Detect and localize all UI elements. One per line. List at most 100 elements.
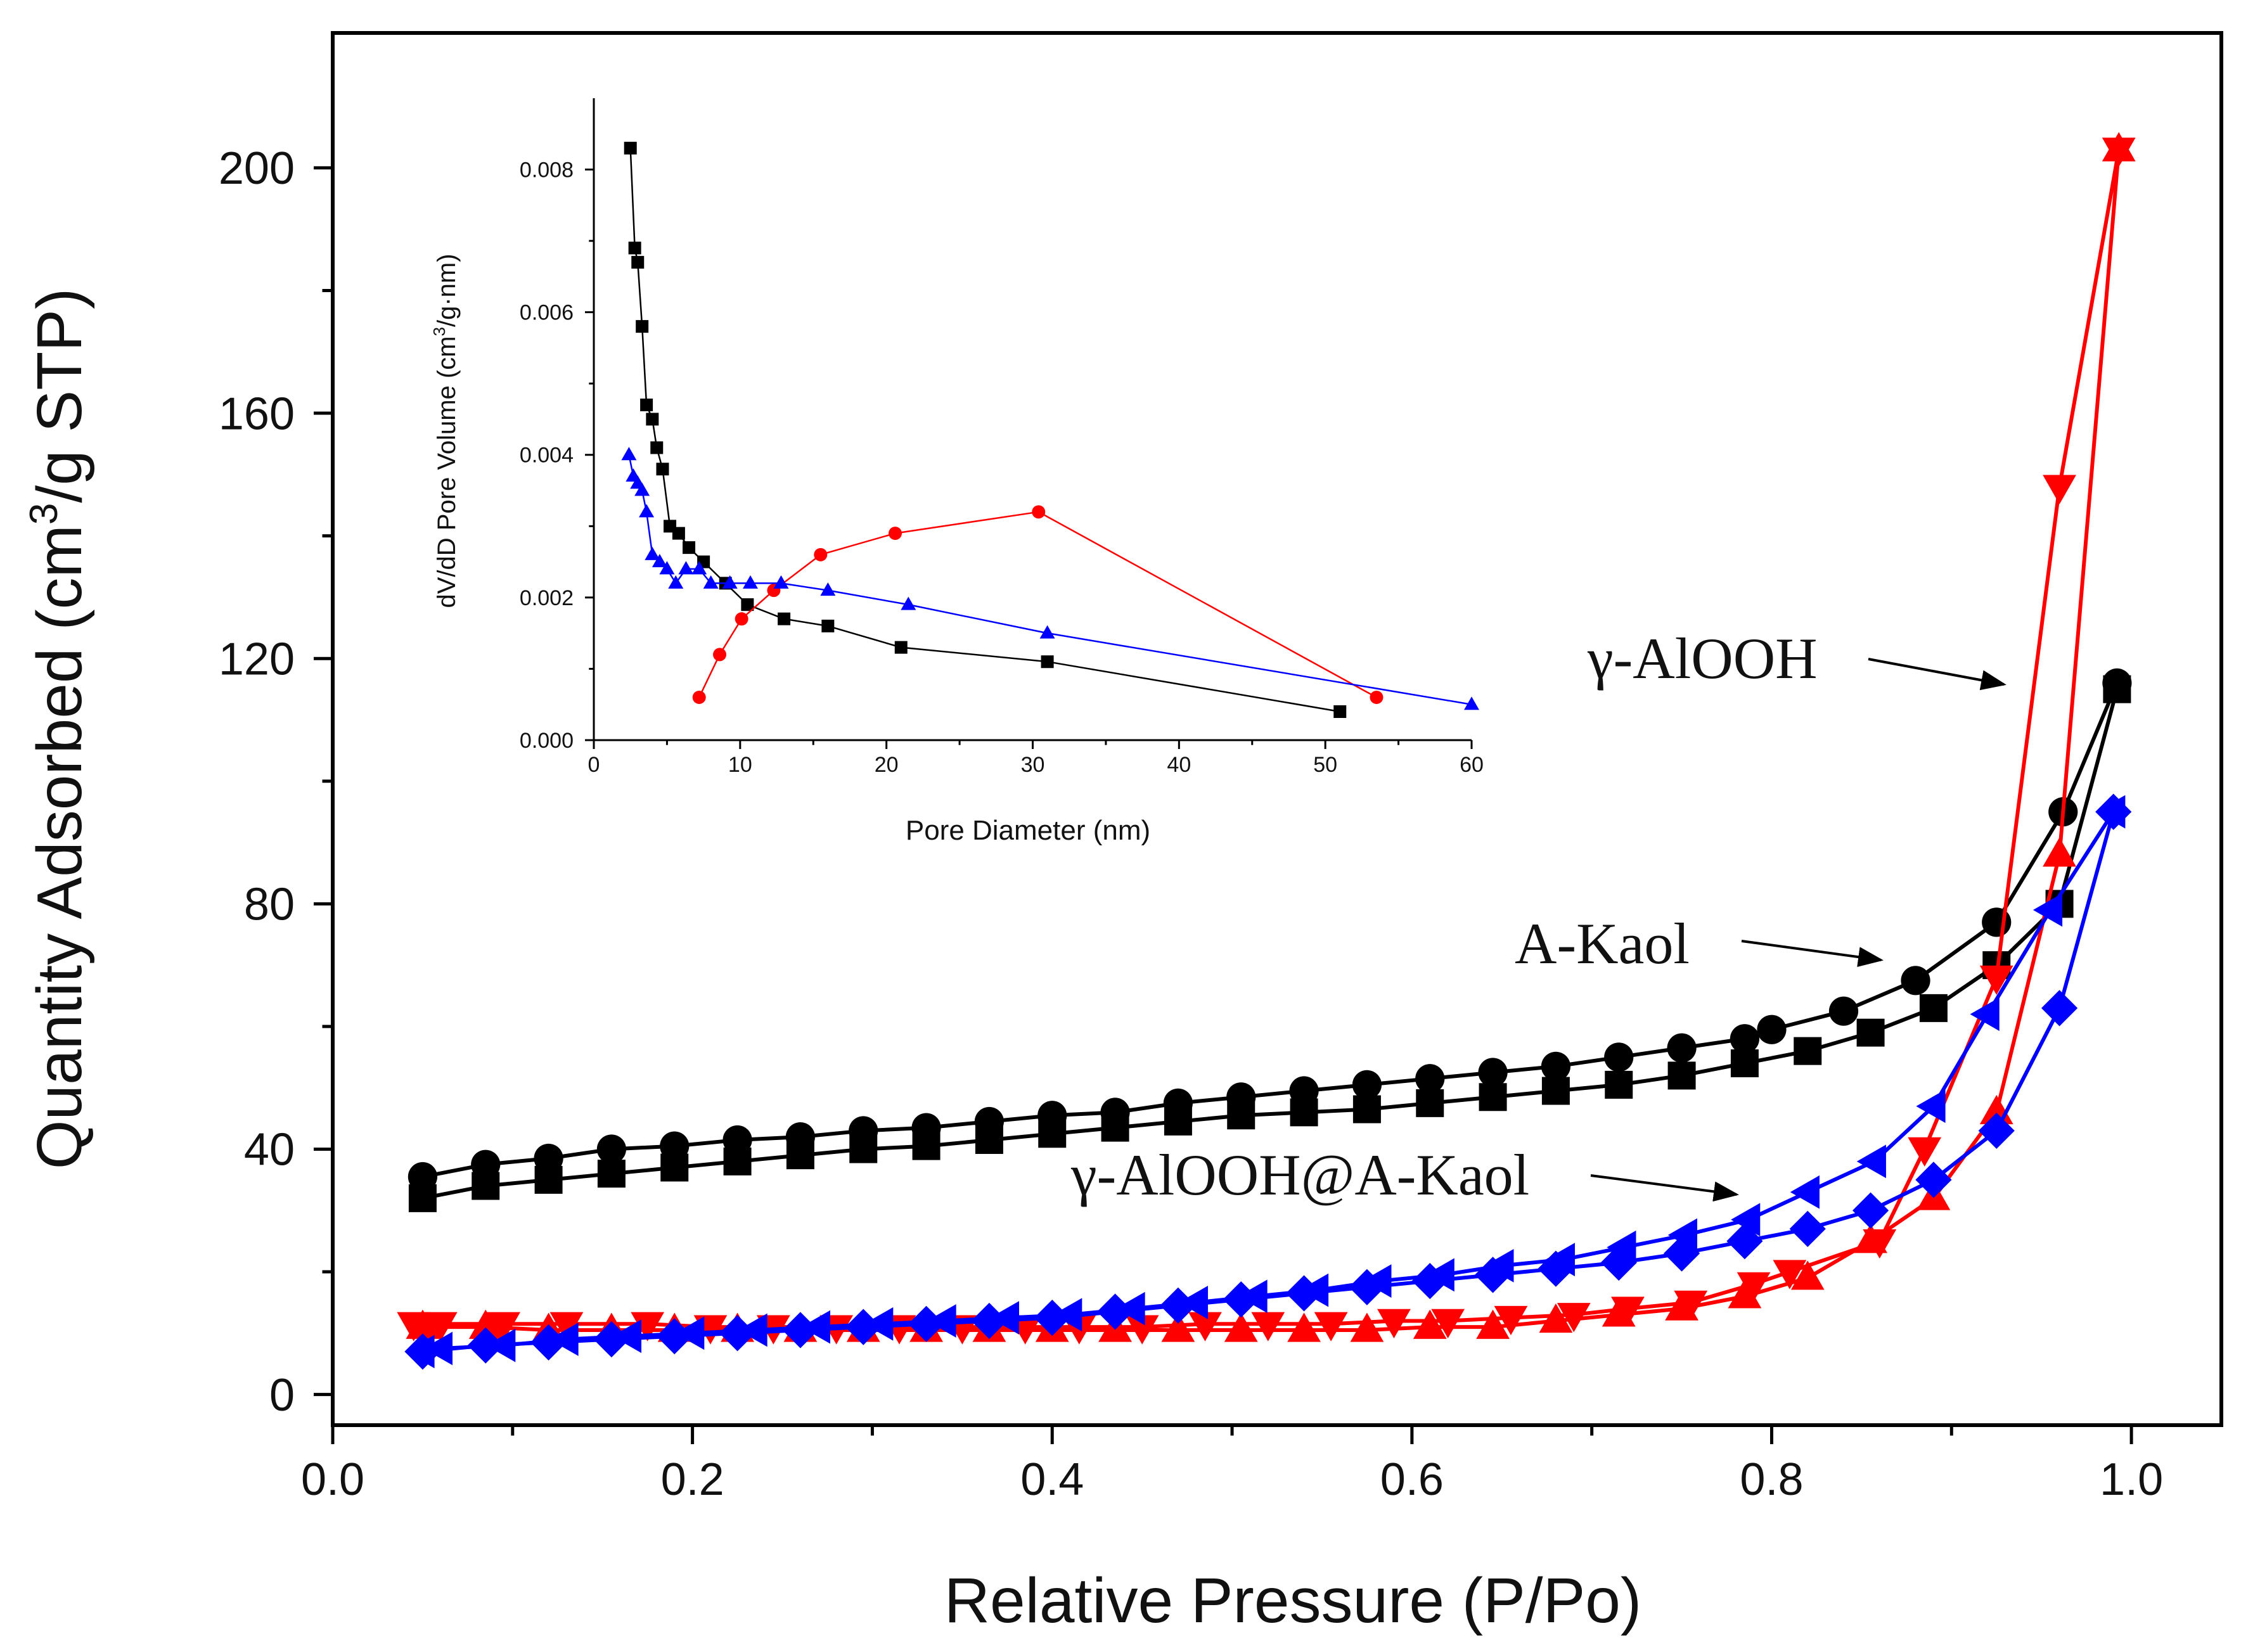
inset-point-gamma-alooh-at-a-kaol (621, 447, 637, 461)
main-point-gamma-alooh-desorption (2043, 475, 2076, 504)
main-x-tick-label: 0.6 (1380, 1454, 1444, 1505)
main-point-gamma-alooh-adsorption (1476, 1309, 1510, 1339)
inset-x-tick-label: 60 (1460, 753, 1484, 777)
main-point-a-kaol-adsorption (1541, 1077, 1570, 1105)
main-point-gamma-alooh-at-a-kaol-adsorption (719, 1315, 756, 1352)
inset-point-a-kaol (1041, 655, 1054, 669)
annotation-gamma-alooh: γ-AlOOH (1587, 626, 1818, 691)
inset-point-gamma-alooh-at-a-kaol (639, 504, 655, 518)
main-point-gamma-alooh-desorption (1251, 1312, 1285, 1341)
inset-point-gamma-alooh-at-a-kaol (678, 561, 694, 575)
main-point-a-kaol-adsorption (1730, 1049, 1759, 1077)
main-point-gamma-alooh-adsorption (1413, 1309, 1447, 1339)
inset-point-a-kaol (894, 641, 908, 654)
inset-y-axis-label: dV/dD Pore Volume (cm3/g·nm) (430, 253, 461, 608)
main-point-gamma-alooh-at-a-kaol-desorption (1667, 1218, 1697, 1252)
main-point-a-kaol-desorption (1757, 1015, 1787, 1044)
main-y-axis-label-tail: /g STP) (24, 288, 95, 503)
main-point-a-kaol-desorption (1415, 1064, 1445, 1094)
main-point-gamma-alooh-desorption (1611, 1297, 1645, 1326)
inset-point-a-kaol (640, 398, 653, 411)
main-point-gamma-alooh-at-a-kaol-adsorption (1852, 1192, 1889, 1229)
main-point-gamma-alooh-at-a-kaol-desorption (1607, 1230, 1636, 1264)
main-x-axis-label: Relative Pressure (P/Po) (944, 1565, 1641, 1636)
inset-point-a-kaol (646, 413, 659, 426)
main-point-gamma-alooh-at-a-kaol-desorption (549, 1322, 579, 1356)
inset-point-a-kaol (656, 463, 669, 476)
main-point-gamma-alooh-at-a-kaol-desorption (1790, 1175, 1820, 1209)
inset-x-tick-label: 50 (1313, 753, 1337, 777)
main-point-gamma-alooh-desorption (1377, 1309, 1411, 1338)
main-point-gamma-alooh-at-a-kaol-adsorption (971, 1302, 1008, 1340)
main-point-gamma-alooh-at-a-kaol-desorption (1731, 1203, 1761, 1237)
main-point-gamma-alooh-at-a-kaol-desorption (738, 1313, 767, 1347)
annotation-a-kaol-arrow (1741, 940, 1884, 967)
annotation-gamma-alooh-arrow (1868, 658, 2007, 691)
main-point-a-kaol-desorption (1667, 1033, 1697, 1063)
inset-plot-series (621, 141, 1479, 718)
inset-x-tick-label: 10 (728, 753, 752, 777)
main-point-gamma-alooh-desorption (549, 1312, 584, 1341)
main-point-gamma-alooh-adsorption (1287, 1312, 1321, 1342)
main-point-gamma-alooh-at-a-kaol-desorption (927, 1304, 956, 1338)
inset-point-gamma-alooh-at-a-kaol (645, 546, 660, 560)
main-point-a-kaol-adsorption (1605, 1070, 1633, 1099)
inset-point-gamma-alooh-at-a-kaol (634, 482, 650, 496)
inset-x-tick-label: 30 (1021, 753, 1045, 777)
inset-point-gamma-alooh-at-a-kaol (703, 575, 719, 589)
inset-point-a-kaol (821, 619, 835, 632)
main-y-axis-label-head: Quantity Adsorbed (cm (24, 525, 95, 1169)
inset-point-a-kaol (1333, 705, 1347, 718)
inset-y-axis-label-tail: /g·nm) (433, 253, 461, 327)
main-point-a-kaol-adsorption (534, 1165, 563, 1194)
main-y-tick-label: 40 (244, 1125, 295, 1175)
inset-point-gamma-alooh-at-a-kaol (773, 575, 789, 589)
inset-y-tick-label: 0.000 (520, 729, 574, 753)
main-y-axis-label: Quantity Adsorbed (cm3/g STP) (22, 288, 95, 1170)
main-point-a-kaol-desorption (722, 1125, 752, 1155)
main-point-a-kaol-adsorption (1416, 1089, 1444, 1117)
main-point-gamma-alooh-at-a-kaol-desorption (1970, 997, 2000, 1031)
main-point-a-kaol-desorption (1901, 966, 1930, 996)
main-point-gamma-alooh-at-a-kaol-desorption (405, 1335, 435, 1369)
main-x-tick-label: 1.0 (2100, 1454, 2163, 1505)
main-point-a-kaol-adsorption (723, 1147, 752, 1175)
main-point-gamma-alooh-at-a-kaol-desorption (2096, 795, 2126, 829)
main-point-a-kaol-adsorption (660, 1153, 689, 1182)
main-point-gamma-alooh-at-a-kaol-desorption (800, 1310, 830, 1344)
main-point-a-kaol-desorption (1604, 1042, 1634, 1072)
main-point-gamma-alooh-desorption (1557, 1303, 1591, 1333)
inset-point-gamma-alooh-at-a-kaol (901, 596, 916, 610)
main-point-a-kaol-desorption (2102, 668, 2132, 698)
main-y-tick-label: 80 (244, 880, 295, 930)
inset-point-gamma-alooh (692, 690, 706, 704)
main-point-gamma-alooh-at-a-kaol-desorption (864, 1307, 894, 1341)
main-y-tick-label: 0 (269, 1370, 295, 1421)
main-point-gamma-alooh-desorption (1674, 1290, 1708, 1320)
inset-y-tick-label: 0.004 (520, 444, 574, 468)
main-point-gamma-alooh-at-a-kaol-desorption (1299, 1273, 1329, 1307)
main-point-a-kaol-desorption (660, 1131, 690, 1161)
inset-point-a-kaol (650, 441, 664, 454)
main-plot-frame (331, 31, 2223, 1427)
main-point-gamma-alooh-desorption (1908, 1137, 1942, 1167)
main-point-gamma-alooh-desorption (1863, 1229, 1897, 1259)
main-line-a-kaol-adsorption (422, 688, 2119, 1200)
main-point-gamma-alooh-desorption (1773, 1260, 1807, 1290)
main-point-a-kaol-adsorption (1856, 1018, 1885, 1047)
inset-point-gamma-alooh-at-a-kaol (652, 554, 667, 568)
inset-point-a-kaol (683, 541, 696, 554)
main-y-axis-label-superscript: 3 (22, 503, 66, 525)
inset-point-gamma-alooh-at-a-kaol (722, 575, 738, 589)
inset-point-gamma-alooh (713, 648, 727, 662)
main-point-gamma-alooh-at-a-kaol-adsorption (2041, 990, 2078, 1027)
main-point-a-kaol-desorption (1226, 1082, 1256, 1112)
inset-point-a-kaol (741, 598, 754, 611)
main-point-gamma-alooh-desorption (1431, 1309, 1465, 1338)
main-point-gamma-alooh-at-a-kaol-desorption (612, 1319, 641, 1354)
main-point-gamma-alooh-at-a-kaol-adsorption (1034, 1300, 1070, 1336)
main-point-gamma-alooh-adsorption (1539, 1303, 1573, 1333)
main-point-a-kaol-desorption (1289, 1076, 1319, 1106)
inset-y-axis-label-head: dV/dD Pore Volume (cm (433, 336, 461, 608)
